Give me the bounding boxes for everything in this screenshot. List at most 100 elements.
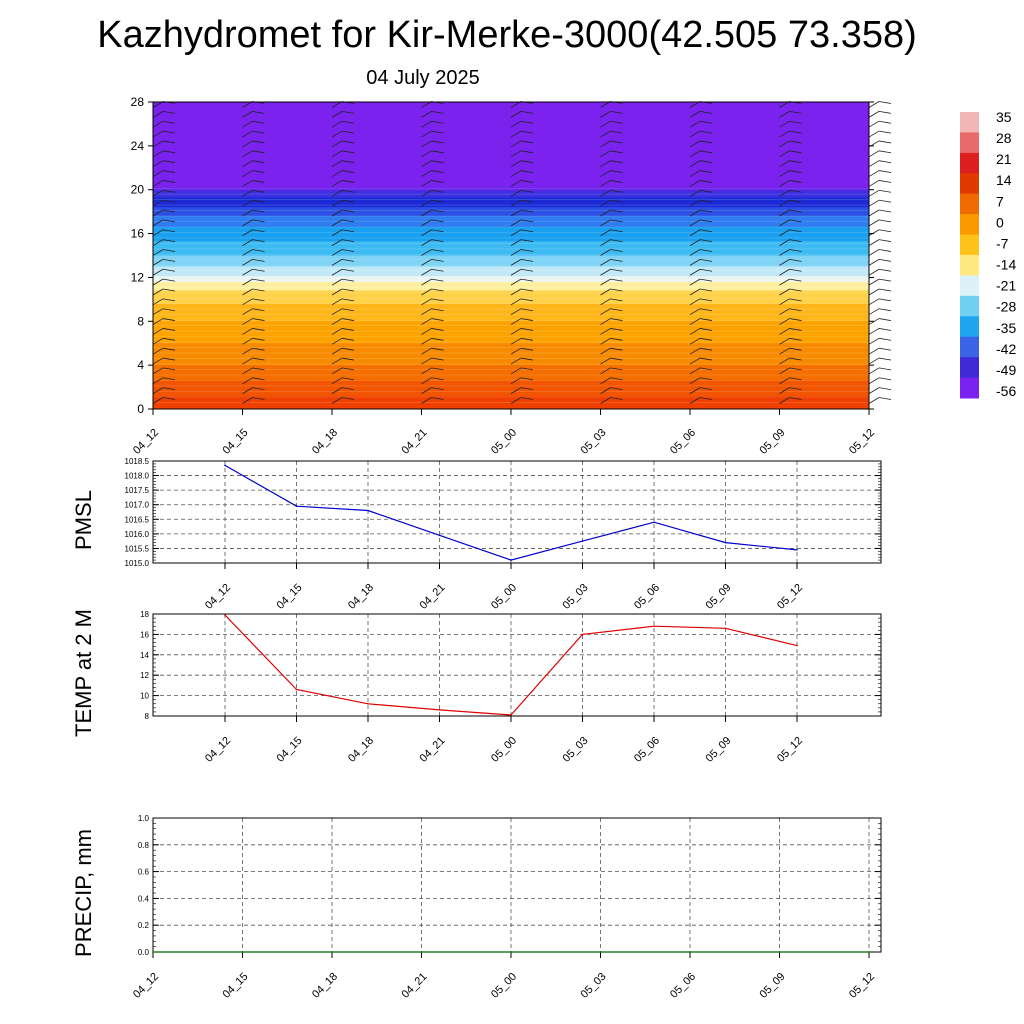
temperature-band (153, 216, 869, 228)
wind-barb (421, 189, 432, 197)
wind-barb (868, 397, 880, 404)
wind-barb-flag (699, 130, 713, 134)
wind-barb (600, 268, 611, 276)
wind-barb-flag (162, 308, 176, 312)
wind-barb (600, 170, 611, 177)
wind-barb-flag (162, 268, 176, 272)
wind-barb (779, 170, 790, 177)
wind-barb-flag (341, 397, 355, 400)
wind-barb-flag (789, 328, 802, 331)
y-tick-label: 18 (140, 610, 149, 619)
wind-barb (242, 337, 253, 345)
wind-barb-flag (699, 239, 713, 243)
colorbar-swatch (960, 234, 979, 256)
wind-barb-flag (431, 140, 444, 144)
colorbar-swatch (960, 193, 979, 215)
wind-barb-flag (610, 367, 623, 371)
wind-barb (868, 229, 880, 237)
wind-barb (689, 229, 701, 237)
x-tick-label: 04_12 (131, 971, 161, 1001)
wind-barb (510, 337, 522, 345)
wind-barb-flag (341, 347, 355, 351)
wind-barb-flag (252, 130, 265, 134)
wind-barb (600, 199, 611, 207)
colorbar-label: 21 (996, 151, 1012, 167)
wind-barb-flag (699, 199, 713, 203)
wind-barb (779, 308, 790, 316)
data-point (724, 627, 727, 630)
wind-barb (331, 328, 343, 335)
wind-barb-flag (610, 288, 623, 292)
y-tick-label: 0.8 (138, 841, 150, 850)
wind-barb (600, 337, 611, 345)
x-tick-label: 05_03 (579, 971, 609, 1001)
wind-barb (600, 357, 611, 365)
wind-barb (600, 180, 611, 187)
wind-barb (242, 111, 253, 118)
wind-barb-flag (610, 347, 623, 351)
wind-barb (242, 268, 253, 276)
wind-barb-flag (520, 209, 534, 213)
wind-barb-flag (789, 209, 802, 213)
wind-barb-flag (789, 170, 802, 173)
wind-barb (421, 111, 432, 118)
wind-barb-flag (520, 150, 534, 154)
wind-barb-flag (699, 377, 713, 381)
wind-barb (152, 199, 164, 207)
wind-barb (421, 229, 432, 237)
wind-barb-flag (252, 258, 265, 262)
wind-barb (421, 160, 432, 168)
wind-barb-flag (789, 130, 802, 134)
wind-barb-flag (610, 318, 623, 321)
wind-barb (510, 111, 522, 118)
wind-barb (779, 268, 790, 276)
wind-barb (510, 209, 522, 217)
wind-barb (152, 298, 164, 306)
wind-barb-flag (878, 249, 892, 252)
colorbar-swatch (960, 132, 979, 154)
wind-barb (152, 377, 164, 385)
data-point (581, 540, 584, 542)
wind-barb (600, 278, 611, 286)
wind-barb-flag (252, 249, 265, 252)
wind-barb-flag (162, 189, 176, 193)
wind-barb-flag (162, 209, 176, 213)
wind-barb (689, 150, 701, 158)
wind-barb (868, 249, 880, 256)
wind-barb (152, 160, 164, 168)
wind-barb-flag (341, 120, 355, 124)
wind-barb-flag (520, 120, 534, 124)
wind-barb (600, 130, 611, 138)
temperature-band (153, 281, 869, 292)
temperature-band (153, 303, 869, 322)
wind-barb (510, 259, 522, 266)
wind-barb-flag (699, 357, 713, 361)
data-point (420, 951, 423, 953)
wind-barb (242, 387, 253, 394)
colorbar-swatch (960, 152, 979, 174)
wind-barb-flag (878, 229, 892, 233)
wind-barb-flag (431, 258, 444, 262)
wind-barb (152, 150, 164, 158)
wind-barb (152, 367, 164, 375)
wind-barb-flag (610, 387, 623, 391)
temperature-band (153, 365, 869, 381)
wind-barb-flag (520, 318, 534, 321)
wind-barb (510, 298, 522, 306)
x-tick-label: 05_09 (758, 427, 788, 457)
wind-barb (152, 397, 164, 404)
wind-barb-flag (789, 377, 802, 381)
temperature-band (153, 241, 869, 256)
wind-barb (689, 268, 701, 276)
wind-barb-flag (878, 367, 892, 371)
wind-barb-flag (789, 387, 802, 391)
wind-barb (242, 278, 253, 286)
wind-barb-flag (162, 239, 176, 243)
wind-barb-flag (431, 387, 444, 391)
y-tick-label: 1015.5 (125, 544, 150, 553)
wind-barb (331, 140, 343, 148)
wind-barb (242, 229, 253, 237)
colorbar-swatch (960, 112, 979, 133)
colorbar-swatch (960, 377, 979, 399)
wind-barb (421, 357, 432, 365)
